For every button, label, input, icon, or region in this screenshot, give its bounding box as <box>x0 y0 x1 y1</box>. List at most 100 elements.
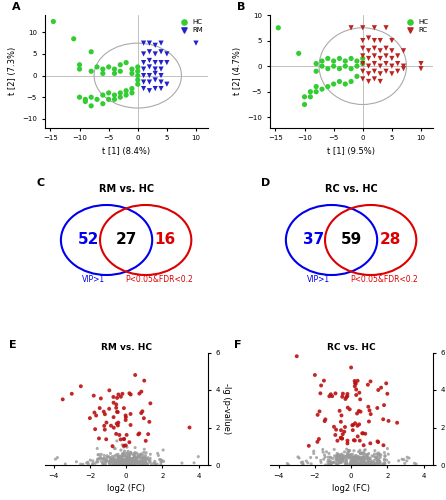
Point <box>344 436 351 444</box>
Point <box>77 382 84 390</box>
Point <box>360 452 367 460</box>
Point <box>137 460 145 468</box>
Point <box>106 460 113 468</box>
Point <box>355 460 363 468</box>
Point <box>339 392 346 400</box>
Point <box>89 461 96 469</box>
Point <box>355 453 362 461</box>
Point <box>87 102 95 110</box>
Point <box>335 450 342 458</box>
Point <box>123 58 130 66</box>
Point <box>370 460 377 468</box>
Point <box>54 454 61 462</box>
Point <box>77 460 84 468</box>
Point <box>347 453 355 461</box>
Point <box>132 457 139 465</box>
Point <box>338 453 345 461</box>
Point <box>373 453 380 461</box>
Point <box>399 455 406 463</box>
Point <box>140 454 147 462</box>
Point <box>140 84 147 92</box>
Point <box>136 390 143 398</box>
Point <box>101 426 108 434</box>
Point <box>87 67 95 75</box>
Point <box>126 456 133 464</box>
Point <box>135 430 142 438</box>
Point <box>338 452 345 460</box>
Point <box>354 458 361 466</box>
Point <box>152 461 159 469</box>
Point <box>342 57 349 65</box>
Point <box>359 450 366 458</box>
Point <box>371 52 378 60</box>
Point <box>383 380 390 388</box>
Point <box>333 452 340 460</box>
Point <box>120 442 128 450</box>
Point <box>117 456 124 464</box>
Point <box>381 452 388 460</box>
Point <box>99 455 106 463</box>
Point <box>357 408 364 416</box>
Point <box>109 456 116 464</box>
Point <box>110 413 117 421</box>
Point <box>318 382 325 390</box>
Point <box>94 458 101 466</box>
Point <box>362 430 369 438</box>
Point <box>367 454 374 462</box>
Point <box>157 460 165 468</box>
Point <box>339 434 346 442</box>
Point <box>125 452 132 460</box>
Point <box>359 430 366 438</box>
Point <box>124 456 131 464</box>
Point <box>357 459 364 467</box>
Point <box>119 458 126 466</box>
Point <box>338 450 345 458</box>
Point <box>360 457 368 465</box>
Point <box>333 426 340 434</box>
Point <box>132 454 140 462</box>
Point <box>368 452 376 460</box>
Point <box>123 456 130 464</box>
Point <box>124 456 132 464</box>
Point <box>152 42 159 50</box>
Point <box>105 89 112 97</box>
Point <box>124 451 132 459</box>
Point <box>352 457 359 465</box>
Point <box>103 436 110 444</box>
Point <box>377 36 384 44</box>
Point <box>299 458 306 466</box>
Point <box>323 448 330 456</box>
Point <box>379 460 386 468</box>
Point <box>360 456 367 464</box>
Point <box>83 459 90 467</box>
Point <box>295 50 302 58</box>
Point <box>381 459 388 467</box>
Point <box>140 460 147 468</box>
Point <box>105 458 112 466</box>
Point <box>351 377 358 385</box>
Title: RM vs. HC: RM vs. HC <box>101 342 152 351</box>
Point <box>124 443 131 451</box>
Point <box>99 100 107 108</box>
Point <box>301 100 308 108</box>
Point <box>368 460 376 468</box>
Point <box>333 456 340 464</box>
Point <box>373 450 380 458</box>
Point <box>111 91 118 99</box>
Point <box>119 450 126 458</box>
Point <box>377 54 384 62</box>
Point <box>124 454 131 462</box>
Point <box>413 460 420 468</box>
Point <box>103 457 110 465</box>
Point <box>343 445 350 453</box>
Point <box>123 459 130 467</box>
Point <box>357 448 364 456</box>
Point <box>141 446 148 454</box>
Point <box>100 460 107 468</box>
Point <box>337 458 344 466</box>
Point <box>131 454 138 462</box>
Point <box>103 452 111 460</box>
Point <box>112 444 119 452</box>
Point <box>99 91 107 99</box>
Point <box>347 458 354 466</box>
